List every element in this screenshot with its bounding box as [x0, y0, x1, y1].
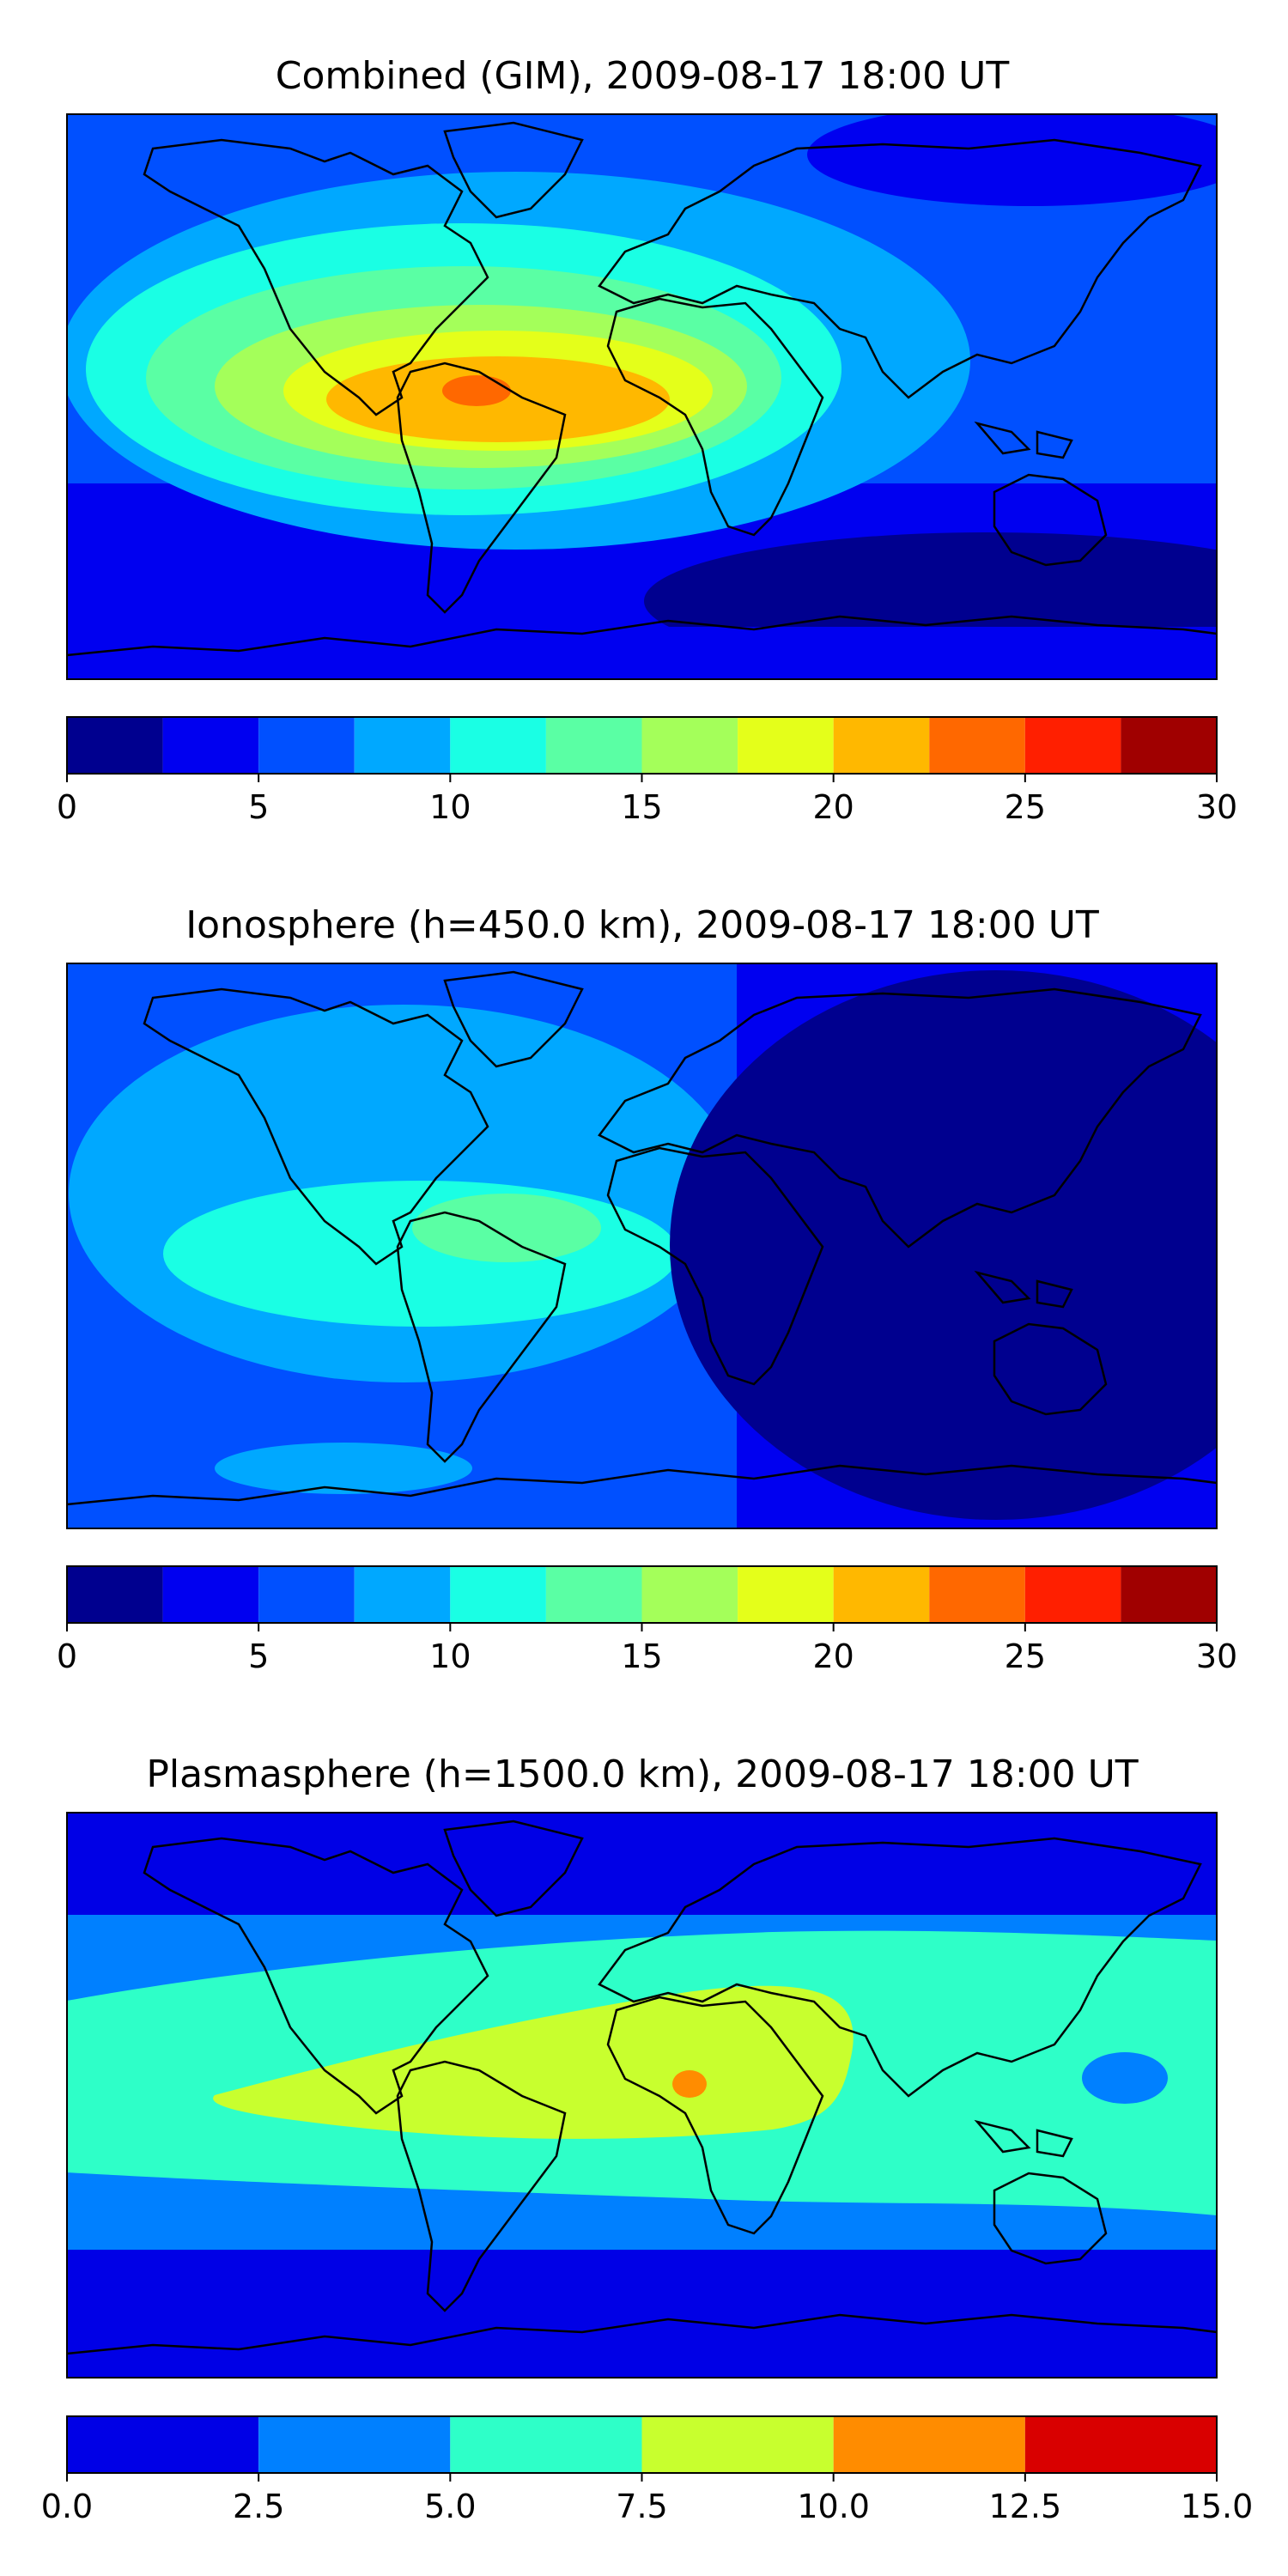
panel-title: Plasmasphere (h=1500.0 km), 2009-08-17 1…: [146, 1753, 1138, 1796]
colorbar-tick-label: 2.5: [233, 2488, 284, 2525]
colorbar-swatch: [1024, 2416, 1217, 2473]
contour-map: [67, 1813, 1217, 2378]
colorbar-swatch: [929, 1566, 1025, 1623]
panel-title: Ionosphere (h=450.0 km), 2009-08-17 18:0…: [185, 903, 1099, 947]
colorbar-swatch: [833, 1566, 930, 1623]
colorbar-tick-label: 15: [621, 788, 662, 826]
colorbar-swatch: [641, 1566, 738, 1623]
colorbar-tick-label: 15: [621, 1637, 662, 1675]
colorbar-swatch: [450, 2416, 642, 2473]
colorbar-swatch: [545, 1566, 642, 1623]
map-frame: [66, 113, 1218, 680]
colorbar-swatch: [1121, 1566, 1217, 1623]
contour-region: [670, 970, 1217, 1520]
colorbar-tick-label: 0: [57, 788, 77, 826]
contour-region: [672, 2070, 707, 2098]
colorbar-tick-label: 12.5: [989, 2488, 1062, 2525]
colorbar-swatch: [833, 2416, 1025, 2473]
colorbar: 0 5 10 15 20 25 30: [57, 1565, 1237, 1675]
colorbar-swatch: [929, 717, 1025, 774]
colorbar-tick-label: 7.5: [616, 2488, 667, 2525]
colorbar-tick-label: 10: [429, 788, 471, 826]
panel-plasmasphere: Plasmasphere (h=1500.0 km), 2009-08-17 1…: [41, 1753, 1254, 2525]
colorbar-tick-label: 0: [57, 1637, 77, 1675]
map-frame: [66, 963, 1218, 1529]
colorbar-tick-label: 25: [1005, 788, 1046, 826]
colorbar-swatch: [162, 717, 259, 774]
colorbar-tick-label: 5.0: [424, 2488, 476, 2525]
colorbar-tick-label: 20: [812, 788, 854, 826]
colorbar-tick-label: 5: [248, 788, 269, 826]
panel-title: Combined (GIM), 2009-08-17 18:00 UT: [276, 54, 1010, 98]
panel-combined: Combined (GIM), 2009-08-17 18:00 UT 0 5 10…: [57, 54, 1237, 826]
colorbar-tick-label: 10.0: [797, 2488, 870, 2525]
colorbar-tick-label: 0.0: [41, 2488, 93, 2525]
contour-region: [215, 1443, 472, 1494]
contour-map: [67, 963, 1217, 1528]
contour-region: [1082, 2052, 1168, 2104]
colorbar-swatch: [641, 717, 738, 774]
colorbar-swatch: [833, 717, 930, 774]
colorbar-tick-label: 30: [1196, 788, 1237, 826]
colorbar-swatch: [258, 2416, 451, 2473]
colorbar-swatch: [258, 1566, 355, 1623]
colorbar-swatch: [738, 717, 834, 774]
colorbar-swatch: [258, 717, 355, 774]
panel-ionosphere: Ionosphere (h=450.0 km), 2009-08-17 18:0…: [57, 903, 1237, 1675]
map-frame: [66, 1812, 1218, 2379]
colorbar-swatch: [450, 717, 546, 774]
colorbar-swatch: [1024, 1566, 1121, 1623]
contour-band: [67, 627, 1217, 679]
colorbar-swatch: [1121, 717, 1217, 774]
contour-region: [807, 114, 1217, 206]
colorbar-tick-label: 25: [1005, 1637, 1046, 1675]
colorbar-tick-label: 5: [248, 1637, 269, 1675]
colorbar-tick-label: 15.0: [1181, 2488, 1254, 2525]
colorbar-swatch: [354, 717, 451, 774]
colorbar-tick-label: 10: [429, 1637, 471, 1675]
contour-region: [163, 1181, 678, 1327]
contour-region: [442, 375, 511, 406]
colorbar-swatch: [450, 1566, 546, 1623]
colorbar-swatch: [545, 717, 642, 774]
colorbar-swatch: [67, 717, 163, 774]
colorbar-swatch: [67, 2416, 259, 2473]
colorbar-tick-label: 30: [1196, 1637, 1237, 1675]
contour-region: [213, 1985, 854, 2139]
colorbar-swatch: [738, 1566, 834, 1623]
colorbar: 0 5 10 15 20 25 30: [57, 716, 1237, 826]
contour-region: [412, 1194, 601, 1262]
colorbar-swatch: [354, 1566, 451, 1623]
colorbar-tick-label: 20: [812, 1637, 854, 1675]
colorbar-swatch: [1024, 717, 1121, 774]
colorbar-swatch: [162, 1566, 259, 1623]
contour-map: [67, 114, 1217, 679]
colorbar-swatch: [67, 1566, 163, 1623]
colorbar-swatch: [641, 2416, 834, 2473]
colorbar: 0.0 2.5 5.0 7.5 10.0 12.5 15.0: [41, 2415, 1254, 2525]
